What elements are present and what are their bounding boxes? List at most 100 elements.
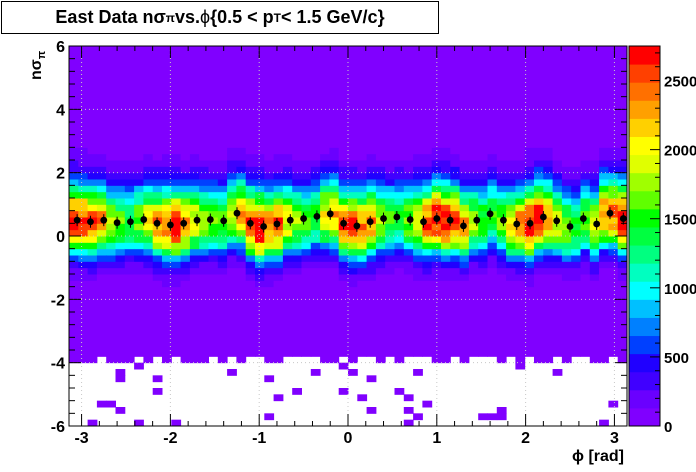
- heatmap-bin: [515, 210, 526, 218]
- heatmap-bin: [189, 248, 200, 256]
- heatmap-bin: [273, 324, 284, 332]
- heatmap-bin: [264, 185, 275, 193]
- heatmap-bin: [459, 103, 470, 110]
- heatmap-bin: [329, 312, 340, 319]
- heatmap-bin: [171, 318, 182, 326]
- heatmap-bin: [561, 299, 572, 307]
- heatmap-bin: [599, 350, 609, 357]
- heatmap-bin: [571, 274, 581, 281]
- heatmap-bin: [189, 236, 200, 243]
- heatmap-bin: [599, 210, 609, 218]
- heatmap-bin: [124, 134, 135, 142]
- heatmap-bin: [143, 103, 154, 110]
- profile-point: [113, 219, 121, 227]
- heatmap-bin: [543, 217, 554, 224]
- heatmap-bin: [524, 286, 535, 294]
- heatmap-bin: [227, 337, 237, 345]
- heatmap-bin: [403, 350, 414, 357]
- heatmap-bin: [348, 350, 358, 357]
- heatmap-bin: [208, 267, 219, 275]
- heatmap-bin: [180, 255, 191, 262]
- heatmap-bin: [273, 65, 284, 72]
- heatmap-bin: [366, 229, 377, 237]
- heatmap-bin: [273, 141, 284, 148]
- heatmap-bin: [199, 46, 209, 53]
- heatmap-bin: [171, 84, 182, 91]
- heatmap-bin: [338, 46, 349, 53]
- heatmap-bin: [134, 337, 144, 345]
- heatmap-bin: [301, 71, 312, 79]
- heatmap-bin: [236, 217, 247, 224]
- heatmap-bin: [245, 337, 256, 345]
- heatmap-bin: [422, 350, 433, 357]
- heatmap-bin: [357, 65, 368, 72]
- heatmap-bin: [264, 115, 275, 123]
- heatmap-bin: [468, 293, 479, 300]
- heatmap-bin: [403, 134, 414, 142]
- heatmap-bin: [524, 318, 535, 326]
- heatmap-bin: [273, 312, 284, 319]
- title-suffix: < 1.5 GeV/c}: [281, 7, 385, 27]
- heatmap-bin: [375, 236, 386, 243]
- heatmap-bin: [320, 261, 330, 269]
- heatmap-bin: [69, 128, 79, 136]
- heatmap-bin: [264, 280, 275, 288]
- heatmap-bin: [366, 147, 377, 155]
- heatmap-bin: [441, 191, 451, 199]
- heatmap-bin: [394, 84, 405, 91]
- heatmap-bin: [143, 299, 154, 307]
- heatmap-bin: [422, 229, 433, 237]
- heatmap-bin: [282, 305, 293, 313]
- heatmap-bin: [543, 299, 554, 307]
- heatmap-bin: [245, 255, 256, 262]
- heatmap-bin: [534, 210, 544, 218]
- heatmap-bin: [301, 274, 312, 281]
- heatmap-bin: [394, 331, 405, 338]
- profile-point: [393, 213, 401, 221]
- heatmap-bin: [78, 318, 89, 326]
- heatmap-bin: [394, 153, 405, 161]
- heatmap-bin: [599, 179, 609, 186]
- heatmap-bin: [515, 166, 526, 174]
- heatmap-bin: [292, 147, 302, 155]
- heatmap-bin: [608, 109, 619, 117]
- heatmap-bin: [422, 210, 433, 218]
- heatmap-bin: [69, 172, 79, 180]
- heatmap-bin: [394, 46, 405, 53]
- heatmap-bin: [422, 71, 433, 79]
- heatmap-bin: [403, 58, 414, 66]
- heatmap-bin: [450, 255, 461, 262]
- palette-swatch: [629, 172, 660, 192]
- heatmap-bin: [320, 350, 330, 357]
- heatmap-bin: [69, 96, 79, 104]
- heatmap-bin: [617, 242, 628, 250]
- heatmap-bin: [106, 343, 116, 351]
- heatmap-bin: [338, 153, 349, 161]
- heatmap-bin: [171, 242, 182, 250]
- heatmap-bin: [217, 356, 228, 364]
- heatmap-bin: [617, 166, 628, 174]
- heatmap-bin: [422, 217, 433, 224]
- heatmap-bin: [599, 204, 609, 212]
- heatmap-bin: [506, 198, 516, 205]
- heatmap-bin: [227, 90, 237, 98]
- heatmap-bin: [106, 305, 116, 313]
- heatmap-bin: [320, 318, 330, 326]
- heatmap-bin: [552, 65, 563, 72]
- heatmap-bin: [413, 103, 423, 110]
- heatmap-bin: [124, 58, 135, 66]
- heatmap-bin: [589, 356, 600, 364]
- profile-point: [579, 215, 587, 222]
- heatmap-bin: [282, 255, 293, 262]
- heatmap-bin: [134, 350, 144, 357]
- heatmap-bin: [180, 267, 191, 275]
- heatmap-bin: [403, 122, 414, 129]
- heatmap-bin: [264, 147, 275, 155]
- heatmap-bin: [357, 274, 368, 281]
- heatmap-bin: [162, 242, 172, 250]
- heatmap-bin: [78, 172, 89, 180]
- heatmap-bin: [134, 299, 144, 307]
- heatmap-bin: [394, 58, 405, 66]
- heatmap-bin: [69, 77, 79, 85]
- heatmap-bin: [534, 305, 544, 313]
